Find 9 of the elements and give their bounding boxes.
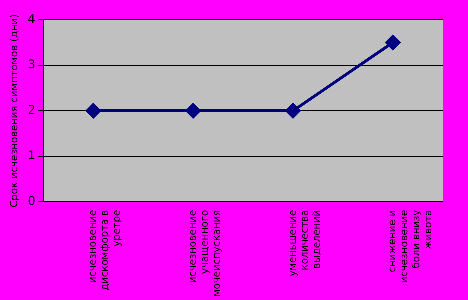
x-tick-label: снижение и исчезновение боли внизу живота	[388, 210, 435, 284]
y-tick-label: 0	[28, 194, 36, 208]
y-tick-label: 2	[28, 103, 36, 118]
x-tick-label: исчезновение дискомфорта в уретре	[88, 210, 124, 291]
y-tick-label: 3	[28, 58, 36, 72]
y-tick-label: 1	[28, 148, 36, 163]
y-tick-label: 4	[28, 12, 36, 26]
x-tick-label: уменьшение количества выделений	[288, 210, 323, 277]
y-axis-title: Срок исчезновения симптомов (дни)	[10, 14, 21, 208]
